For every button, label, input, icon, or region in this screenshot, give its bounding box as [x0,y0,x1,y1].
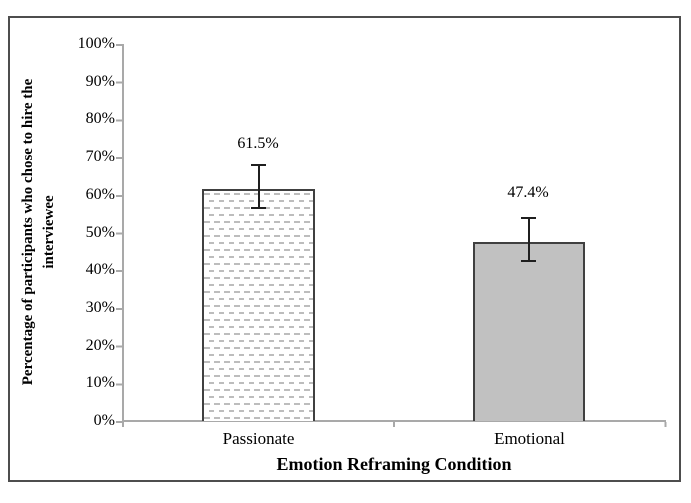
x-category-passionate: Passionate [222,429,295,448]
y-tick-label-40: 40% [85,261,115,278]
data-label-emotional: 47.4% [507,184,549,201]
y-tick-label-20: 20% [85,337,115,354]
x-category-emotional: Emotional [494,429,565,448]
y-tick-label-60: 60% [85,186,115,203]
y-tick-label-10: 10% [85,374,115,391]
bar-emotional [473,242,585,421]
bar-passionate [202,189,315,421]
data-label-passionate: 61.5% [237,135,279,152]
y-tick-label-80: 80% [85,110,115,127]
y-axis-tick-marks [116,44,123,423]
y-tick-label-90: 90% [85,73,115,90]
passionate-dash-pattern [204,191,313,421]
error-bar-bottom-cap [251,207,266,209]
x-axis-line [122,420,666,422]
error-bar-passionate [251,164,266,209]
error-bar-bottom-cap [521,260,536,262]
y-tick-label-70: 70% [85,148,115,165]
error-bar-emotional [521,217,536,262]
y-tick-label-0: 0% [93,412,115,429]
error-bar-stem [257,164,260,209]
x-axis-title: Emotion Reframing Condition [276,454,512,474]
y-axis-line [122,44,124,422]
error-bar-stem [527,217,530,262]
y-tick-label-50: 50% [85,224,115,241]
y-axis-title-line1: Percentage of participants who chose to … [20,78,36,386]
y-tick-label-100: 100% [77,35,115,52]
y-tick-label-30: 30% [85,299,115,316]
x-axis-tick-marks [122,422,667,427]
